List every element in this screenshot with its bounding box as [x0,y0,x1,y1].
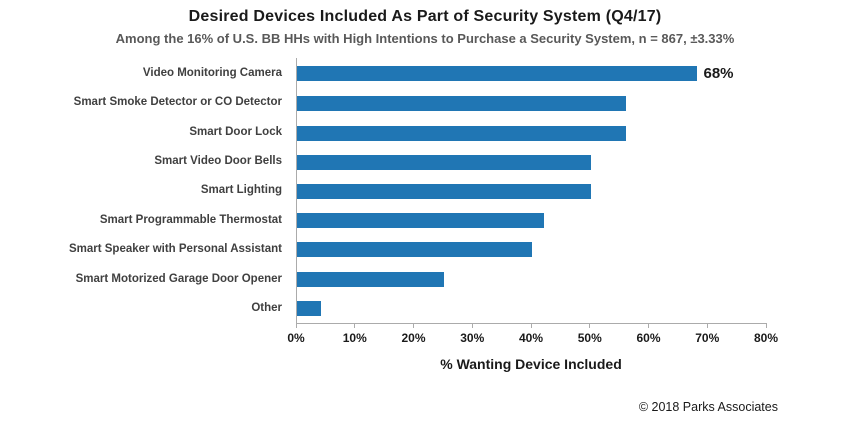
x-tick-label: 30% [460,331,485,345]
bar [297,183,591,199]
bar [297,125,626,141]
category-label: Smart Motorized Garage Door Opener [75,272,282,285]
x-tick-mark [413,323,414,328]
chart-title: Desired Devices Included As Part of Secu… [188,8,662,25]
bar [297,300,321,316]
bar-row: 68% [297,58,767,89]
x-tick-mark [706,323,708,328]
x-tick-mark [589,323,591,328]
bar-row [297,235,767,264]
x-axis: 0% 10% 20% 30% 40% 50% 60% 70% 80% [287,323,778,349]
x-tick-mark [354,323,356,328]
category-label: Other [251,302,282,315]
bar-row [297,265,767,294]
bar-row [297,89,767,118]
category-label: Video Monitoring Camera [142,66,282,79]
category-label: Smart Lighting [200,184,282,197]
copyright-footer: © 2018 Parks Associates [638,400,778,414]
bar [297,154,591,170]
bar-row [297,148,767,177]
bar-row [297,294,767,323]
x-tick-label: 20% [401,331,426,345]
category-label: Smart Speaker with Personal Assistant [68,243,282,256]
x-tick-label: 60% [636,331,661,345]
chart-subtitle: Among the 16% of U.S. BB HHs with High I… [115,31,735,46]
category-label: Smart Video Door Bells [154,155,282,168]
x-tick-mark [471,323,473,328]
x-tick-mark [648,323,649,328]
category-label: Smart Programmable Thermostat [99,213,282,226]
x-tick-label: 10% [342,331,367,345]
category-label: Smart Smoke Detector or CO Detector [73,96,282,109]
x-tick-label: 50% [577,331,602,345]
x-tick-label: 0% [287,331,305,345]
bar-value-label: 68% [703,65,734,83]
bar [297,96,626,112]
x-tick-mark [530,323,532,328]
bar [297,213,544,229]
x-axis-title: % Wanting Device Included [440,356,622,372]
bar [297,271,444,287]
x-tick-label: 70% [695,331,720,345]
bar [297,242,532,258]
plot-area: 68% [296,58,767,324]
category-labels-column: Video Monitoring Camera Smart Smoke Detec… [0,58,289,323]
x-tick-mark [295,323,297,328]
bar-row [297,118,767,147]
x-tick-label: 40% [518,331,544,345]
bar-row [297,206,767,235]
bar [297,66,697,82]
category-label: Smart Door Lock [189,125,282,138]
x-tick-mark [765,323,767,328]
bar-row [297,177,767,206]
x-tick-label: 80% [753,331,779,345]
